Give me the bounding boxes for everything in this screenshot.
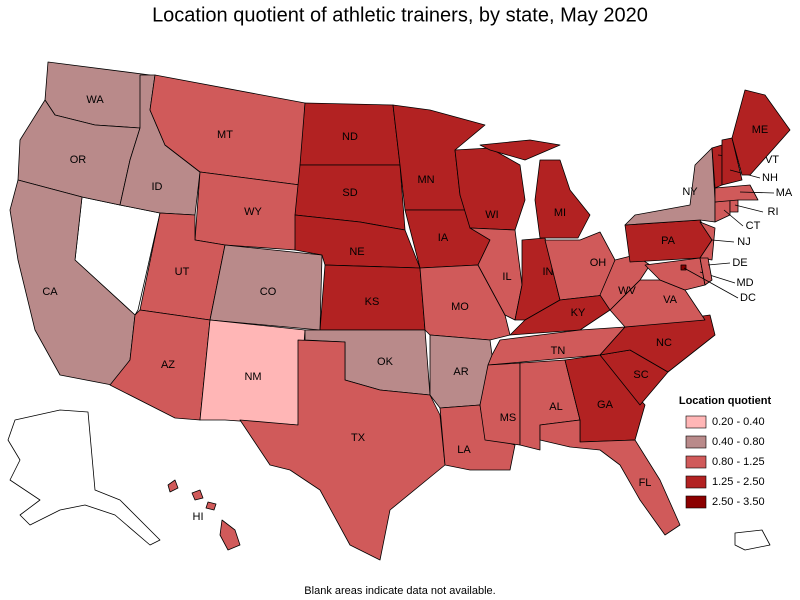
state-region bbox=[479, 139, 561, 161]
legend-swatch bbox=[685, 435, 707, 449]
state-region bbox=[644, 257, 706, 291]
state-label: NE bbox=[349, 246, 364, 258]
state-label: IN bbox=[543, 266, 554, 278]
state-region bbox=[479, 362, 521, 446]
legend-label: 0.40 - 0.80 bbox=[712, 436, 765, 448]
state-label: AZ bbox=[161, 359, 175, 371]
state-region bbox=[469, 227, 523, 321]
state-region bbox=[167, 479, 179, 493]
state-label: NY bbox=[682, 186, 698, 198]
state-label: AR bbox=[453, 366, 468, 378]
legend-label: 0.20 - 0.40 bbox=[712, 416, 765, 428]
state-label: NJ bbox=[737, 236, 750, 248]
state-region bbox=[194, 171, 301, 251]
legend-label: 1.25 - 2.50 bbox=[712, 476, 765, 488]
state-label: KY bbox=[571, 307, 586, 319]
state-label: MI bbox=[554, 207, 566, 219]
state-label: DC bbox=[740, 292, 756, 304]
leader-line bbox=[723, 209, 744, 227]
state-label: MT bbox=[217, 129, 233, 141]
state-label: RI bbox=[768, 206, 779, 218]
states: WA OR CA ID MT WY UT AZ CO NM ND SD NE KS OK TX MN IA MO AR… bbox=[9, 61, 793, 561]
state-label: HI bbox=[193, 511, 204, 523]
state-label: AL bbox=[549, 401, 562, 413]
state-label: IA bbox=[438, 232, 449, 244]
state-region bbox=[599, 314, 716, 373]
state-region bbox=[624, 147, 716, 226]
state-label: KS bbox=[365, 296, 380, 308]
legend-swatch bbox=[685, 495, 707, 509]
puerto-rico-blank bbox=[734, 529, 771, 551]
state-region bbox=[680, 264, 687, 271]
state-label: MN bbox=[417, 174, 434, 186]
state-label: WV bbox=[618, 285, 636, 297]
state-label: CT bbox=[746, 220, 761, 232]
state-region bbox=[714, 199, 731, 223]
state-label: VT bbox=[765, 154, 779, 166]
state-region bbox=[539, 419, 681, 536]
state-label: MS bbox=[500, 412, 517, 424]
state-label: CA bbox=[42, 286, 58, 298]
map-title: Location quotient of athletic trainers, … bbox=[152, 4, 648, 26]
state-label: TN bbox=[551, 345, 566, 357]
legend-swatch bbox=[685, 475, 707, 489]
state-label: VA bbox=[663, 294, 678, 306]
legend: Location quotient 0.20 - 0.40 0.40 - 0.80 0… bbox=[679, 395, 772, 509]
state-label: ID bbox=[152, 181, 163, 193]
state-label: DE bbox=[732, 257, 747, 269]
state-label: WI bbox=[485, 209, 498, 221]
alaska-blank bbox=[7, 409, 161, 546]
leader-line bbox=[711, 239, 735, 243]
legend-swatch bbox=[685, 415, 707, 429]
leader-line bbox=[734, 204, 764, 213]
state-region bbox=[731, 89, 791, 176]
state-label: MD bbox=[736, 277, 753, 289]
state-label: TX bbox=[351, 432, 366, 444]
leader-line bbox=[739, 191, 775, 194]
legend-swatch bbox=[685, 455, 707, 469]
state-label: IL bbox=[502, 271, 511, 283]
state-label: OH bbox=[590, 257, 607, 269]
state-label: GA bbox=[597, 399, 614, 411]
state-label: OK bbox=[377, 356, 394, 368]
legend-label: 0.80 - 1.25 bbox=[712, 456, 765, 468]
state-region bbox=[239, 339, 446, 561]
state-label: NC bbox=[656, 337, 672, 349]
state-label: OR bbox=[70, 154, 87, 166]
footnote: Blank areas indicate data not available. bbox=[304, 585, 495, 597]
state-label: SD bbox=[342, 187, 357, 199]
state-label: CO bbox=[260, 286, 277, 298]
leader-line bbox=[683, 267, 739, 299]
state-label: LA bbox=[457, 444, 471, 456]
state-region bbox=[721, 137, 743, 186]
state-region bbox=[534, 159, 591, 239]
state-region bbox=[205, 501, 217, 511]
state-label: WA bbox=[86, 94, 104, 106]
leader-line bbox=[707, 262, 731, 266]
state-label: WY bbox=[244, 206, 262, 218]
state-label: SC bbox=[633, 369, 648, 381]
state-label: FL bbox=[639, 477, 652, 489]
state-region bbox=[219, 519, 241, 551]
legend-label: 2.50 - 3.50 bbox=[712, 496, 765, 508]
legend-title: Location quotient bbox=[679, 395, 772, 407]
state-label: NH bbox=[762, 172, 778, 184]
state-region bbox=[729, 199, 739, 213]
state-region bbox=[191, 489, 204, 501]
state-label: UT bbox=[175, 266, 190, 278]
state-label: PA bbox=[661, 235, 676, 247]
state-label: NM bbox=[244, 371, 261, 383]
state-region bbox=[714, 184, 759, 203]
state-label: MA bbox=[776, 187, 793, 199]
state-label: ND bbox=[342, 131, 358, 143]
state-label: ME bbox=[752, 124, 769, 136]
state-label: MO bbox=[451, 301, 469, 313]
